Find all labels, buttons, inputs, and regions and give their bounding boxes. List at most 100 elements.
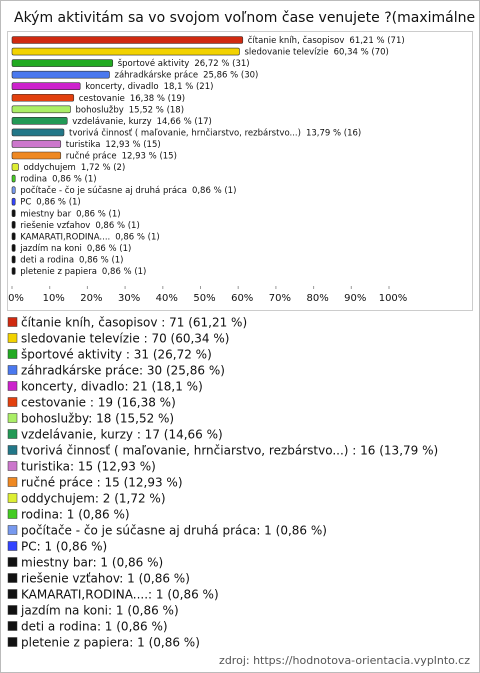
- bar-category: PC: [20, 197, 31, 207]
- legend-swatch: [7, 429, 18, 439]
- x-tick-label: 60%: [231, 293, 253, 304]
- bar-category: KAMARATI,RODINA....: [20, 232, 110, 242]
- bar-value-label: 0,86 % (1): [36, 197, 80, 207]
- x-tick-label: 100%: [379, 293, 408, 304]
- bar-category: počítače - čo je súčasne aj druhá práca: [20, 185, 187, 196]
- legend-swatch: [7, 637, 18, 647]
- bar: [11, 93, 75, 102]
- legend-swatch: [7, 349, 18, 359]
- bar-label: športové aktivity 26,72 % (31): [118, 58, 250, 69]
- bar-label: oddychujem 1,72 % (2): [23, 163, 125, 173]
- bar-value-label: 15,52 % (18): [129, 105, 184, 115]
- legend-swatch: [7, 525, 18, 535]
- bar-category: oddychujem: [23, 163, 75, 173]
- x-tick-label: 90%: [344, 293, 366, 304]
- legend-label: cestovanie : 19 (16,38 %): [21, 396, 176, 410]
- bar-value-label: 0,86 % (1): [87, 243, 131, 253]
- bar: [11, 267, 16, 275]
- bar: [11, 151, 62, 160]
- bar-category: koncerty, divadlo: [85, 82, 158, 92]
- chart-title: Akým aktivitám sa vo svojom voľnom čase …: [14, 10, 480, 26]
- source: zdroj: https://hodnotova-orientacia.vypl…: [219, 654, 470, 667]
- bar-category: turistika: [66, 139, 101, 149]
- bar-value-label: 0,86 % (1): [192, 186, 236, 196]
- x-tick-label: 30%: [118, 293, 140, 304]
- bar-category: rodina: [20, 174, 47, 184]
- legend-swatch: [7, 493, 18, 503]
- bar-category: jazdím na koni: [19, 243, 82, 253]
- bar-value-label: 14,66 % (17): [157, 116, 212, 126]
- legend-swatch: [7, 557, 18, 567]
- bar-label: tvorivá činnosť ( maľovanie, hrnčiarstvo…: [69, 127, 361, 138]
- bar-label: jazdím na koni 0,86 % (1): [19, 243, 131, 253]
- bar-category: pletenie z papiera: [20, 267, 97, 277]
- bar-label: bohoslužby 15,52 % (18): [76, 105, 185, 115]
- bar: [11, 197, 16, 206]
- legend-swatch: [7, 573, 18, 583]
- bar-label: sledovanie televízie 60,34 % (70): [244, 47, 388, 57]
- legend-label: športové aktivity : 31 (26,72 %): [21, 348, 212, 362]
- bar-category: záhradkárske práce: [114, 70, 198, 80]
- bar-category: vzdelávanie, kurzy: [72, 116, 151, 126]
- bar: [11, 140, 62, 148]
- bar-category: miestny bar: [20, 209, 71, 219]
- bar: [11, 255, 16, 264]
- x-tick-label: 20%: [80, 293, 102, 304]
- bar-value-label: 0,86 % (1): [115, 232, 159, 242]
- bar: [11, 82, 81, 90]
- legend-label: ručné práce : 15 (12,93 %): [21, 476, 183, 490]
- bar-label: deti a rodina 0,86 % (1): [20, 255, 123, 265]
- legend-swatch: [7, 317, 18, 327]
- bar: [11, 232, 16, 241]
- bar-value-label: 18,1 % (21): [164, 82, 214, 92]
- bar-value-label: 61,21 % (71): [349, 36, 404, 46]
- legend-label: jazdím na koni: 1 (0,86 %): [20, 604, 179, 618]
- bar: [11, 174, 16, 183]
- x-tick-label: 50%: [193, 293, 215, 304]
- bar-value-label: 60,34 % (70): [334, 47, 389, 57]
- bar: [11, 36, 244, 44]
- bar-label: PC 0,86 % (1): [20, 197, 81, 207]
- legend-swatch: [7, 445, 18, 455]
- x-tick-label: 0%: [8, 293, 24, 304]
- legend-swatch: [7, 541, 18, 551]
- bar-label: ručné práce 12,93 % (15): [66, 150, 177, 161]
- legend-swatch: [7, 381, 18, 391]
- bar: [11, 128, 65, 137]
- bar-value-label: 16,38 % (19): [130, 93, 185, 103]
- bar: [11, 163, 19, 171]
- bar-category: bohoslužby: [76, 105, 124, 115]
- bar-category: ručné práce: [66, 150, 117, 161]
- bar-label: počítače - čo je súčasne aj druhá práca 0…: [20, 185, 236, 196]
- legend-label: tvorivá činnosť ( maľovanie, hrnčiarstvo…: [21, 444, 438, 458]
- legend-label: počítače - čo je súčasne aj druhá práca:…: [21, 524, 327, 538]
- bar-value-label: 0,86 % (1): [79, 255, 123, 265]
- x-tick-label: 10%: [43, 293, 65, 304]
- legend-swatch: [7, 509, 18, 519]
- bar-label: záhradkárske práce 25,86 % (30): [114, 70, 258, 80]
- legend-label: deti a rodina: 1 (0,86 %): [21, 620, 168, 634]
- bar: [11, 105, 71, 114]
- bar: [11, 244, 16, 252]
- bar: [11, 221, 16, 229]
- bar-label: vzdelávanie, kurzy 14,66 % (17): [72, 116, 212, 126]
- legend-label: bohoslužby: 18 (15,52 %): [21, 412, 174, 426]
- legend-label: sledovanie televízie : 70 (60,34 %): [21, 332, 229, 346]
- legend-label: miestny bar: 1 (0,86 %): [21, 556, 163, 570]
- bar-label: koncerty, divadlo 18,1 % (21): [85, 82, 213, 92]
- bar-value-label: 25,86 % (30): [203, 70, 258, 80]
- legend-swatch: [7, 365, 18, 375]
- legend-swatch: [7, 589, 18, 599]
- bar-category: deti a rodina: [20, 255, 74, 265]
- bar-label: cestovanie 16,38 % (19): [79, 93, 185, 103]
- legend-swatch: [7, 605, 18, 615]
- x-tick-label: 80%: [306, 293, 328, 304]
- bar-value-label: 0,86 % (1): [95, 220, 139, 230]
- bar-value-label: 0,86 % (1): [52, 174, 96, 184]
- legend-swatch: [7, 413, 18, 423]
- legend-label: čítanie kníh, časopisov : 71 (61,21 %): [21, 316, 247, 330]
- legend-label: vzdelávanie, kurzy : 17 (14,66 %): [21, 428, 223, 442]
- legend-label: rodina: 1 (0,86 %): [21, 508, 130, 522]
- bar: [11, 117, 68, 125]
- bar-category: tvorivá činnosť ( maľovanie, hrnčiarstvo…: [69, 127, 301, 138]
